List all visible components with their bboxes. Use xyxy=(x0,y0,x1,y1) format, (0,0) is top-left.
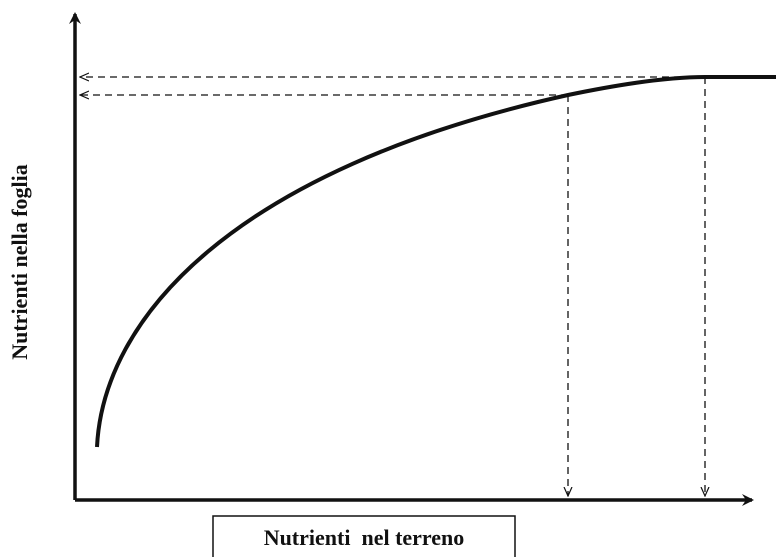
x-axis-label: Nutrienti nel terreno xyxy=(264,525,465,550)
response-curve xyxy=(95,75,776,448)
x-label-box xyxy=(212,515,516,557)
y-axis-label: Nutrienti nella foglia xyxy=(7,164,32,360)
